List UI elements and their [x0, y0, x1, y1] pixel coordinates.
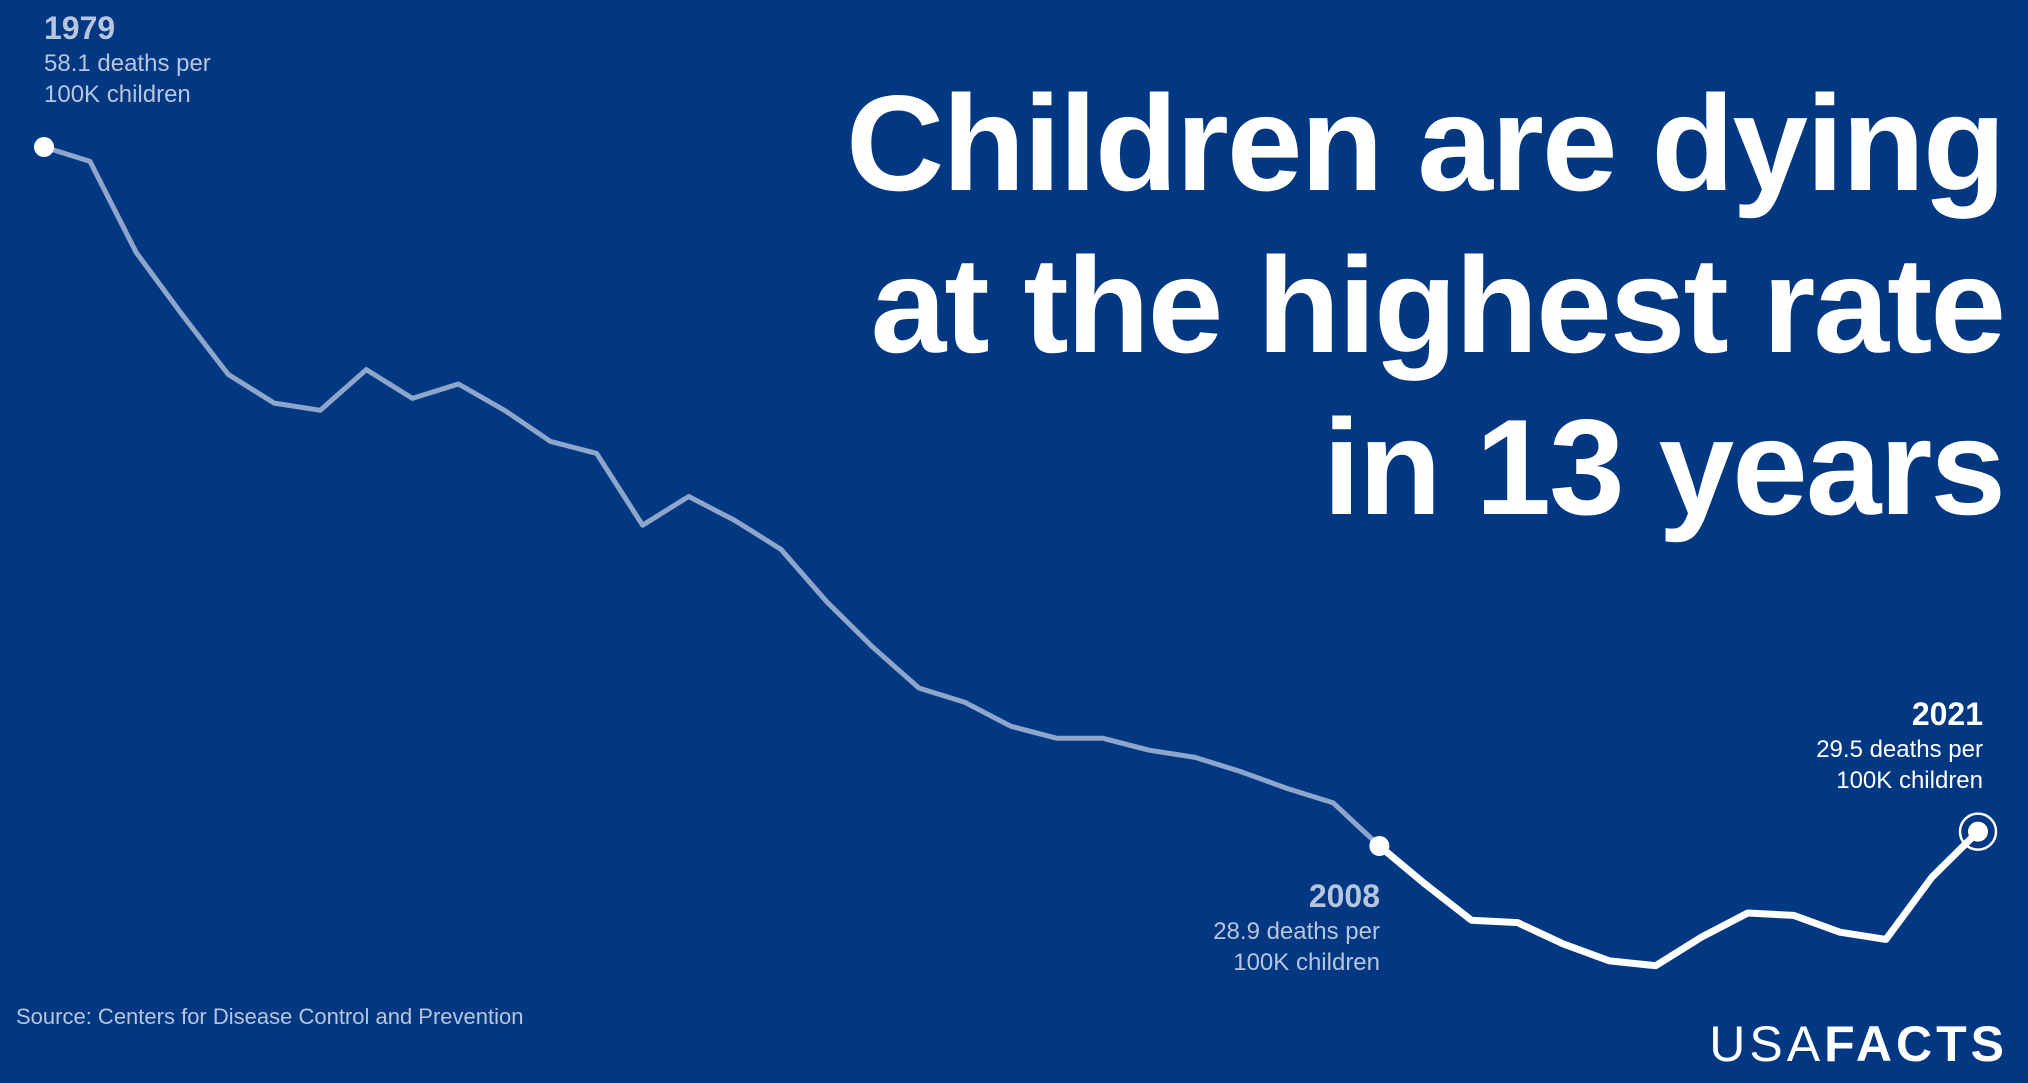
chart-title: Children are dying at the highest rate i… — [704, 62, 2006, 548]
annotation-value: 58.1 deaths per — [44, 50, 211, 77]
series-line-2008-2021 — [1375, 828, 1982, 970]
annotation-2008: 2008 28.9 deaths per 100K children — [1213, 876, 1380, 978]
annotation-year: 1979 — [44, 10, 116, 46]
data-point-1979 — [34, 137, 54, 157]
annotation-value: 29.5 deaths per — [1816, 736, 1983, 763]
annotation-unit: 100K children — [1233, 949, 1380, 976]
annotation-1979: 1979 58.1 deaths per 100K children — [44, 8, 211, 110]
source-note: Source: Centers for Disease Control and … — [16, 1004, 524, 1029]
annotation-year: 2021 — [1911, 696, 1983, 732]
data-point-2021 — [1968, 821, 1988, 842]
annotation-2021: 2021 29.5 deaths per 100K children — [1816, 694, 1983, 796]
logo-light: USA — [1709, 1016, 1825, 1072]
usafacts-logo: USAFACTS — [1709, 1015, 2008, 1073]
annotation-unit: 100K children — [44, 81, 191, 108]
annotation-year: 2008 — [1308, 878, 1380, 914]
title-line-3: in 13 years — [1322, 391, 2006, 543]
highlight-ring-2021 — [1958, 812, 1998, 851]
annotation-unit: 100K children — [1836, 767, 1983, 794]
series-line-1979-2008 — [41, 144, 1382, 849]
title-line-2: at the highest rate — [870, 229, 2006, 381]
data-point-2008 — [1369, 836, 1390, 856]
title-line-1: Children are dying — [846, 67, 2006, 219]
annotation-value: 28.9 deaths per — [1213, 918, 1380, 945]
logo-bold: FACTS — [1824, 1016, 2008, 1072]
